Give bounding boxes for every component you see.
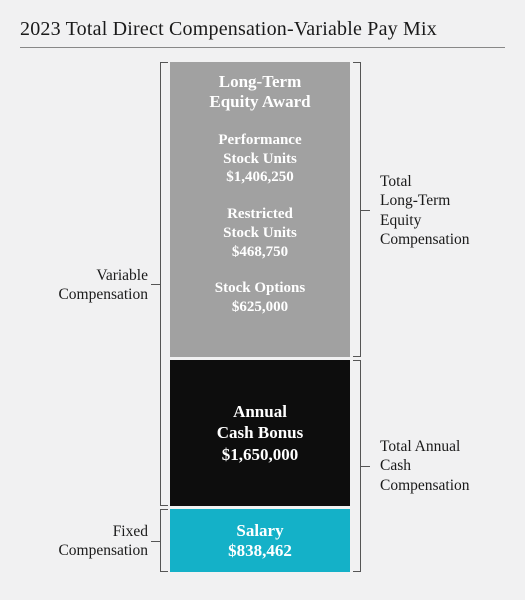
bracket-tick-icon xyxy=(151,541,161,542)
segment-salary-heading: Salary xyxy=(236,521,283,541)
bracket-fixed xyxy=(160,509,161,572)
bracket-cap-icon xyxy=(353,360,361,361)
page-title: 2023 Total Direct Compensation-Variable … xyxy=(20,18,505,48)
segment-salary-amount: $838,462 xyxy=(228,541,292,561)
segment-equity: Long-Term Equity Award Performance Stock… xyxy=(170,62,350,357)
label-variable-compensation: Variable Compensation xyxy=(40,266,148,305)
bracket-cap-icon xyxy=(160,509,168,510)
bracket-cap-icon xyxy=(353,356,361,357)
equity-psu-amount: $1,406,250 xyxy=(218,168,301,187)
bracket-variable xyxy=(160,62,161,506)
label-cash-right: Total Annual Cash Compensation xyxy=(380,437,510,495)
segment-salary: Salary $838,462 xyxy=(170,509,350,572)
segment-bonus-amount: $1,650,000 xyxy=(222,444,299,465)
bracket-cap-icon xyxy=(160,571,168,572)
compensation-chart: Long-Term Equity Award Performance Stock… xyxy=(0,62,525,582)
equity-options-label: Stock Options xyxy=(215,279,305,298)
segment-bonus: Annual Cash Bonus $1,650,000 xyxy=(170,360,350,506)
bracket-cash-right xyxy=(360,360,361,572)
equity-rsu-amount: $468,750 xyxy=(223,243,297,262)
segment-equity-heading: Long-Term Equity Award xyxy=(209,72,310,113)
segment-bonus-heading: Annual Cash Bonus xyxy=(217,401,303,444)
equity-rsu: Restricted Stock Units $468,750 xyxy=(223,205,297,261)
bracket-cap-icon xyxy=(353,62,361,63)
equity-options: Stock Options $625,000 xyxy=(215,279,305,317)
bracket-cap-icon xyxy=(353,571,361,572)
bracket-tick-icon xyxy=(151,284,161,285)
bracket-cap-icon xyxy=(160,62,168,63)
compensation-stack: Long-Term Equity Award Performance Stock… xyxy=(170,62,350,572)
bracket-tick-icon xyxy=(360,210,370,211)
bracket-cap-icon xyxy=(160,505,168,506)
equity-options-amount: $625,000 xyxy=(215,298,305,317)
equity-psu-label: Performance Stock Units xyxy=(218,131,301,169)
equity-rsu-label: Restricted Stock Units xyxy=(223,205,297,243)
label-equity-right: Total Long-Term Equity Compensation xyxy=(380,172,510,250)
label-fixed-compensation: Fixed Compensation xyxy=(40,522,148,561)
bracket-tick-icon xyxy=(360,466,370,467)
equity-psu: Performance Stock Units $1,406,250 xyxy=(218,131,301,187)
bracket-equity-right xyxy=(360,62,361,357)
